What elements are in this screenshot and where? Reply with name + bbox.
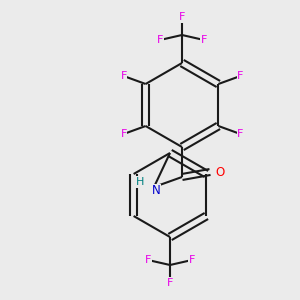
Text: F: F [120,129,127,139]
Text: F: F [237,71,244,81]
Text: F: F [167,278,173,288]
Text: F: F [120,71,127,81]
Text: H: H [136,177,144,187]
Text: O: O [215,166,225,178]
Text: F: F [237,129,244,139]
Text: F: F [189,255,195,265]
Text: F: F [157,35,163,45]
Text: N: N [152,184,160,197]
Text: F: F [201,35,207,45]
Text: F: F [145,255,151,265]
Text: F: F [179,12,185,22]
